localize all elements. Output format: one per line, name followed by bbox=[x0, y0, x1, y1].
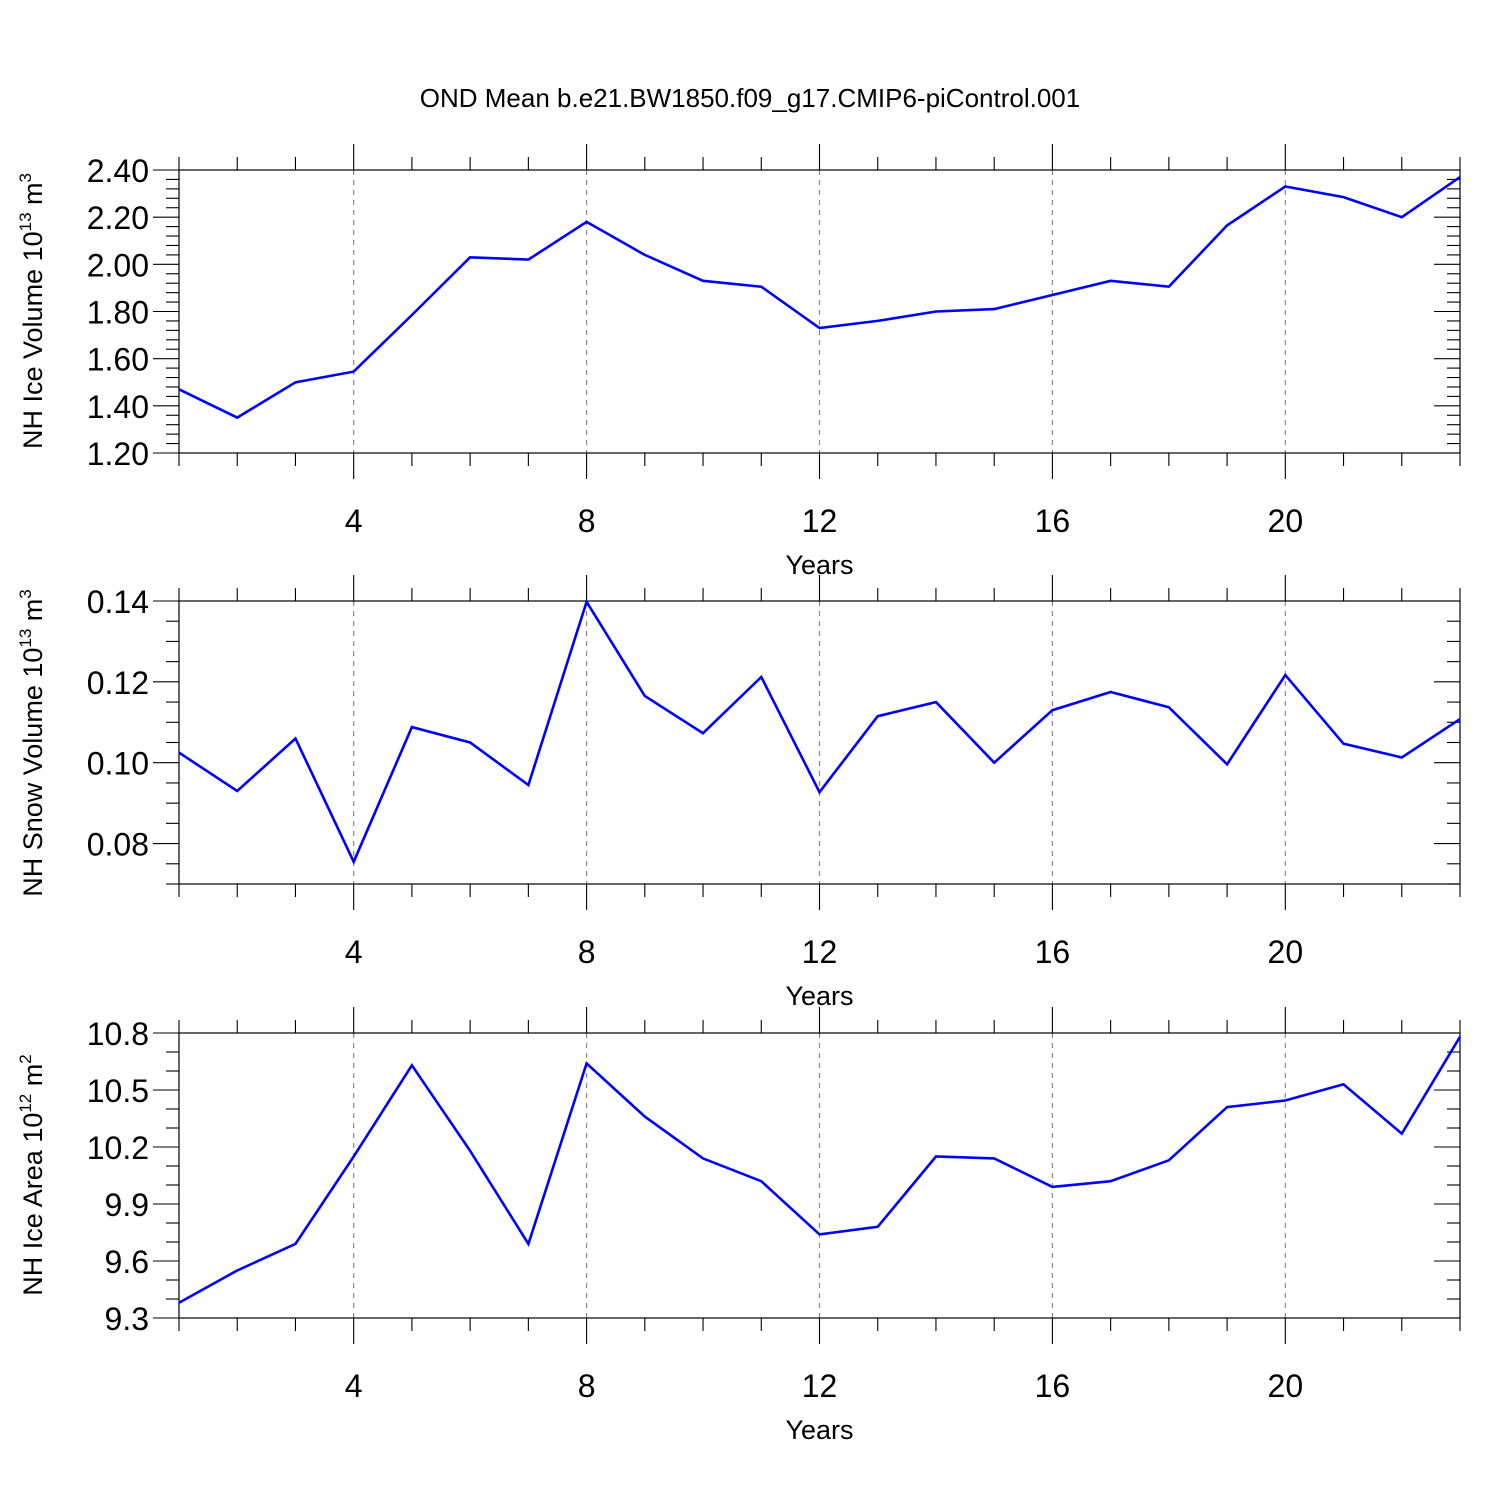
x-tick-label: 20 bbox=[1268, 503, 1304, 539]
y-tick-label: 10.5 bbox=[87, 1073, 149, 1109]
y-tick-label: 0.10 bbox=[87, 746, 149, 782]
y-tick-label: 1.60 bbox=[87, 342, 149, 378]
y-tick-label: 9.3 bbox=[105, 1301, 149, 1337]
x-axis-label: Years bbox=[785, 1415, 853, 1445]
y-tick-label: 10.2 bbox=[87, 1130, 149, 1166]
y-tick-label: 1.20 bbox=[87, 436, 149, 472]
panel-3: 9.3 9.6 9.9 10.2 10.5 10.8 4 8 12 16 20 Years NH Ice… bbox=[16, 1007, 1462, 1445]
y-axis-label-superscript: 3 bbox=[16, 173, 35, 182]
panel-2: 0.08 0.10 0.12 0.14 4 8 12 16 20 Years NH Snow Vol… bbox=[16, 575, 1461, 1011]
data-line bbox=[178, 176, 1461, 420]
x-tick-label: 12 bbox=[802, 934, 838, 970]
y-axis-label-text: m bbox=[18, 599, 48, 629]
x-tick-label: 16 bbox=[1035, 1368, 1071, 1404]
y-tick-label: 2.00 bbox=[87, 247, 149, 283]
data-line bbox=[178, 1036, 1462, 1304]
x-tick-label: 12 bbox=[802, 1368, 838, 1404]
y-tick-label: 1.80 bbox=[87, 295, 149, 331]
x-axis-label: Years bbox=[785, 981, 853, 1011]
y-axis-label-superscript: 13 bbox=[16, 629, 35, 648]
x-tick-label: 4 bbox=[345, 503, 363, 539]
y-tick-label: 0.14 bbox=[87, 584, 149, 620]
y-tick-label: 9.9 bbox=[105, 1187, 149, 1223]
plot-frame bbox=[178, 600, 1461, 885]
x-tick-label: 20 bbox=[1268, 934, 1304, 970]
x-tick-label: 20 bbox=[1268, 1368, 1304, 1404]
y-tick-label: 2.40 bbox=[87, 153, 149, 189]
y-tick-label: 0.08 bbox=[87, 827, 149, 863]
y-axis-label-text: m bbox=[18, 182, 48, 212]
x-tick-label: 8 bbox=[578, 1368, 596, 1404]
x-tick-label: 16 bbox=[1035, 934, 1071, 970]
y-tick-label: 9.6 bbox=[105, 1244, 149, 1280]
y-axis-label: NH Ice Volume 1013 m3 bbox=[16, 173, 48, 449]
y-axis-label-superscript: 13 bbox=[16, 212, 35, 231]
y-axis-label-superscript: 3 bbox=[16, 589, 35, 598]
figure-title: OND Mean b.e21.BW1850.f09_g17.CMIP6-piCo… bbox=[420, 83, 1080, 113]
plot-frame bbox=[178, 1032, 1461, 1319]
y-axis-label-text: NH Ice Area 10 bbox=[18, 1113, 48, 1296]
y-axis-label-text: NH Snow Volume 10 bbox=[18, 648, 48, 897]
y-axis-label-text: m bbox=[18, 1064, 48, 1094]
y-tick-label: 10.8 bbox=[87, 1016, 149, 1052]
y-axis-label-text: NH Ice Volume 10 bbox=[18, 231, 48, 449]
y-tick-label: 0.12 bbox=[87, 665, 149, 701]
x-tick-label: 8 bbox=[578, 503, 596, 539]
x-tick-label: 16 bbox=[1035, 503, 1071, 539]
x-tick-label: 4 bbox=[345, 1368, 363, 1404]
panels: 1.20 1.40 1.60 1.80 2.00 2.20 2.40 4 8 12 16 20 Year… bbox=[16, 144, 1462, 1445]
plot-frame bbox=[178, 169, 1461, 454]
x-tick-label: 12 bbox=[802, 503, 838, 539]
y-tick-label: 2.20 bbox=[87, 200, 149, 236]
panel-1: 1.201.401.601.802.002.202.404 8 12 16 20Year… bbox=[16, 144, 1461, 580]
x-tick-label: 8 bbox=[578, 934, 596, 970]
y-axis-label-superscript: 12 bbox=[16, 1094, 35, 1113]
x-tick-label: 4 bbox=[345, 934, 363, 970]
y-tick-label: 1.40 bbox=[87, 389, 149, 425]
data-line bbox=[178, 598, 1461, 865]
y-axis-label: NH Ice Area 1012 m2 bbox=[16, 1054, 48, 1295]
y-axis-label-superscript: 2 bbox=[16, 1054, 35, 1063]
y-axis-label: NH Snow Volume 1013 m3 bbox=[16, 589, 48, 897]
